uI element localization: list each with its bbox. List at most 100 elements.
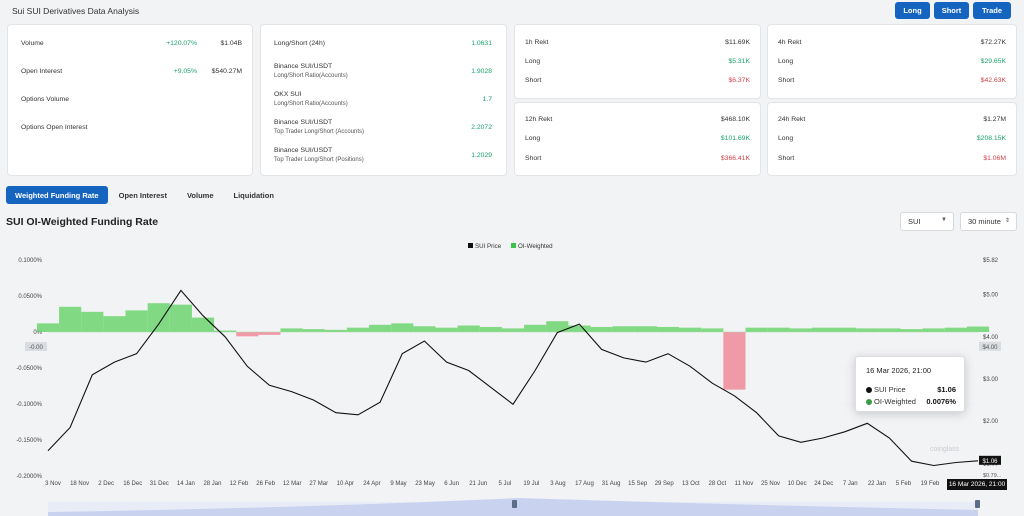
rekt-long-label: Long	[525, 58, 541, 65]
oi-bar	[634, 326, 657, 332]
rekt-card-1h: 1h Rekt $11.69K Long $5.31K Short $6.37K	[514, 24, 761, 99]
oi-bar	[745, 327, 768, 332]
x-tick: 12 Mar	[283, 481, 302, 487]
stat-change: +120.07%	[166, 40, 197, 47]
x-tick: 3 Aug	[550, 481, 565, 487]
ratio-sublabel: Long/Short Ratio(Accounts)	[274, 101, 348, 107]
y-right-price-marker-box	[979, 455, 1001, 465]
rekt-total: $11.69K	[725, 39, 750, 46]
oi-bar	[834, 327, 857, 332]
x-tick: 24 Apr	[363, 481, 380, 487]
y-right-crosshair-marker-box	[979, 341, 1001, 351]
y-left-tick: 0.0500%	[18, 294, 42, 300]
rekt-short-value: $366.41K	[720, 155, 750, 162]
chevron-down-icon: ▼	[941, 217, 947, 223]
oi-bar	[811, 327, 835, 332]
tab-weighted-funding-rate[interactable]: Weighted Funding Rate	[6, 186, 108, 204]
oi-bar	[346, 327, 370, 332]
rekt-short-value: $42.63K	[980, 77, 1006, 84]
ratio-sublabel: Top Trader Long/Short (Positions)	[274, 157, 364, 163]
oi-bar	[191, 317, 215, 332]
ratio-label: Binance SUI/USDT	[274, 147, 333, 154]
tab-volume[interactable]: Volume	[186, 190, 214, 200]
rekt-long-value: $29.65K	[980, 58, 1006, 65]
x-tick: 18 Nov	[70, 481, 89, 487]
oi-bar	[900, 329, 923, 332]
funding-rate-chart[interactable]: SUI Price OI-Weighted 0.1000% 0.0500% 0% -0.0…	[0, 236, 1024, 516]
oi-bar	[413, 326, 436, 332]
x-tick: 5 Jul	[498, 481, 511, 487]
tooltip-time: 16 Mar 2026, 21:00	[866, 366, 932, 375]
coin-select-value: SUI	[908, 217, 921, 226]
x-tick: 24 Dec	[814, 481, 833, 487]
ratio-value: 1.9028	[471, 68, 492, 75]
y-left-marker-box	[25, 342, 47, 351]
y-right-crosshair-marker: $4.00	[982, 345, 998, 351]
oi-bar	[81, 311, 104, 332]
trade-button[interactable]: Trade	[973, 2, 1011, 19]
y-left-tick: -0.0500%	[16, 366, 42, 372]
ratio-label: Binance SUI/USDT	[274, 119, 333, 126]
legend-label: SUI Price	[475, 243, 502, 250]
stat-value: $1.04B	[220, 40, 242, 47]
x-tick: 26 Feb	[256, 481, 275, 487]
oi-bar	[457, 325, 480, 332]
x-tick: 22 Jan	[868, 481, 886, 487]
top-bar: Sui SUI Derivatives Data Analysis Long S…	[0, 0, 1024, 22]
interval-select-value: 30 minute	[968, 217, 1001, 226]
y-right-tick: $3.00	[983, 377, 999, 383]
oi-bar	[103, 316, 126, 332]
y-left-tick: -0.1000%	[16, 402, 42, 408]
x-tick: 27 Mar	[309, 481, 328, 487]
oi-bar	[612, 326, 635, 332]
tab-open-interest[interactable]: Open Interest	[118, 190, 167, 200]
y-right-tick: $4.00	[983, 335, 999, 341]
oi-bar	[723, 332, 746, 390]
y-right-price-marker: $1.06	[982, 459, 998, 465]
oi-bar	[479, 326, 502, 332]
y-right-tick: $5.00	[983, 293, 999, 299]
rekt-card-12h: 12h Rekt $468.10K Long $101.69K Short $3…	[514, 102, 761, 176]
x-tick: 12 Feb	[230, 481, 249, 487]
stat-value: $540.27M	[211, 68, 242, 75]
ratio-label: Long/Short (24h)	[274, 40, 326, 47]
y-left-tick: -0.1500%	[16, 438, 42, 444]
sui-price-line	[47, 289, 979, 467]
x-tick: 2 Dec	[98, 481, 114, 487]
rekt-short-value: $6.37K	[728, 77, 750, 84]
ratio-value: 1.0631	[471, 40, 492, 47]
x-tick: 10 Dec	[788, 481, 807, 487]
x-tick: 31 Aug	[602, 481, 621, 487]
rekt-long-value: $5.31K	[728, 58, 750, 65]
x-tick: 23 May	[415, 481, 435, 487]
rekt-short-label: Short	[778, 77, 795, 84]
range-handle-left	[512, 500, 517, 508]
oi-bar	[701, 328, 724, 332]
oi-bar	[59, 306, 82, 332]
long-short-ratio-card: Long/Short (24h) 1.0631 Binance SUI/USDT…	[260, 24, 507, 176]
oi-bar	[236, 332, 259, 337]
oi-bar	[656, 326, 680, 332]
oi-bar	[878, 328, 901, 332]
x-tick: 14 Jan	[177, 481, 195, 487]
short-button[interactable]: Short	[934, 2, 969, 19]
oi-bar	[324, 329, 347, 332]
oi-bar	[501, 328, 525, 332]
x-tick: 13 Oct	[682, 481, 700, 487]
coin-select[interactable]: SUI ▼	[900, 212, 954, 231]
stat-label: Options Volume	[21, 96, 69, 103]
oi-bar	[679, 327, 702, 332]
range-handle-right	[975, 500, 980, 508]
y-right-tick: $5.82	[983, 258, 999, 264]
oi-bar	[546, 321, 569, 332]
rekt-short-label: Short	[525, 155, 542, 162]
tab-liquidation[interactable]: Liquidation	[233, 190, 274, 200]
oi-bar	[524, 324, 547, 332]
tooltip-price-row: SUI Price $1.06	[866, 385, 956, 395]
rekt-title: 4h Rekt	[778, 39, 802, 46]
y-right-tick: $2.00	[983, 419, 999, 425]
stat-label: Volume	[21, 40, 44, 47]
interval-select[interactable]: 30 minute ⇕	[960, 212, 1017, 231]
legend-swatch-0	[468, 243, 473, 248]
long-button[interactable]: Long	[895, 2, 930, 19]
